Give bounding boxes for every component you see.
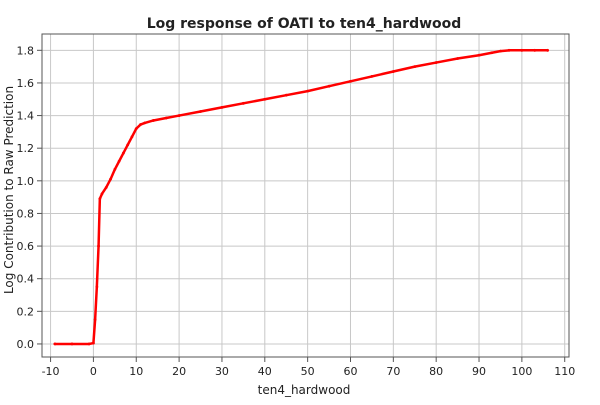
data-point bbox=[220, 106, 224, 109]
data-point bbox=[117, 159, 121, 163]
y-tick-label: 1.2 bbox=[17, 142, 35, 155]
x-tick-label: 0 bbox=[90, 365, 97, 378]
y-tick-label: 0.6 bbox=[17, 240, 35, 253]
y-tick-label: 1.8 bbox=[17, 44, 35, 57]
data-point bbox=[546, 48, 549, 52]
data-point bbox=[370, 75, 374, 78]
data-point bbox=[104, 185, 108, 189]
chart-title: Log response of OATI to ten4_hardwood bbox=[147, 16, 462, 32]
data-point bbox=[130, 135, 134, 139]
y-tick-label: 1.6 bbox=[17, 77, 35, 90]
x-tick-label: 50 bbox=[301, 365, 315, 378]
data-point bbox=[113, 167, 117, 171]
data-point bbox=[139, 123, 142, 126]
data-point bbox=[95, 285, 99, 289]
data-point bbox=[434, 61, 438, 64]
data-point bbox=[477, 53, 481, 57]
x-tick-label: 100 bbox=[511, 365, 532, 378]
data-point bbox=[164, 116, 168, 120]
data-point bbox=[92, 341, 95, 345]
data-point bbox=[413, 65, 417, 69]
plot-frame bbox=[41, 33, 570, 358]
data-point bbox=[199, 110, 202, 113]
x-axis-title: ten4_hardwood bbox=[258, 383, 351, 397]
x-tick-label: 30 bbox=[215, 365, 229, 378]
x-tick-label: 40 bbox=[258, 365, 272, 378]
series-layer bbox=[53, 48, 549, 346]
data-point bbox=[97, 244, 100, 248]
data-point bbox=[177, 114, 181, 117]
y-tick-label: 0.2 bbox=[17, 305, 35, 318]
data-point bbox=[533, 48, 537, 52]
x-tick-label: 10 bbox=[129, 365, 143, 378]
x-tick-label: 110 bbox=[554, 365, 575, 378]
data-point bbox=[53, 342, 57, 346]
data-point bbox=[122, 151, 125, 155]
data-point bbox=[490, 51, 494, 55]
axis-ticks: -10 0 10 20 30 40 50 60 70 80 90 100 110 0.0 0.2 0.4 0.6… bbox=[17, 44, 576, 378]
data-point bbox=[98, 197, 102, 201]
data-point bbox=[70, 342, 74, 346]
data-point bbox=[87, 342, 91, 346]
y-tick-label: 1.4 bbox=[17, 110, 35, 123]
data-point bbox=[507, 48, 511, 52]
y-tick-label: 0.4 bbox=[17, 273, 35, 286]
data-point bbox=[151, 119, 155, 122]
data-point bbox=[100, 192, 104, 196]
x-tick-label: 90 bbox=[472, 365, 486, 378]
data-point bbox=[284, 93, 288, 97]
x-tick-label: 20 bbox=[172, 365, 186, 378]
data-point bbox=[143, 121, 147, 125]
y-axis-title: Log Contribution to Raw Prediction bbox=[2, 86, 16, 294]
data-point bbox=[349, 79, 352, 83]
data-point bbox=[134, 127, 138, 131]
x-tick-label: 80 bbox=[429, 365, 443, 378]
data-point bbox=[456, 57, 460, 60]
y-tick-label: 0.8 bbox=[17, 207, 35, 220]
data-point bbox=[306, 89, 310, 93]
x-tick-label: 70 bbox=[386, 365, 400, 378]
data-point bbox=[499, 49, 502, 53]
data-point bbox=[391, 70, 395, 73]
data-point bbox=[263, 97, 267, 101]
data-point bbox=[109, 177, 112, 181]
y-tick-label: 0.0 bbox=[17, 338, 35, 351]
y-tick-label: 1.0 bbox=[17, 175, 35, 188]
data-point bbox=[327, 84, 331, 88]
x-tick-label: -10 bbox=[42, 365, 60, 378]
data-point bbox=[520, 48, 524, 52]
series-line bbox=[54, 49, 548, 346]
data-point bbox=[241, 101, 245, 105]
data-point bbox=[126, 143, 130, 147]
x-tick-label: 60 bbox=[343, 365, 357, 378]
grid bbox=[42, 34, 569, 357]
data-point bbox=[93, 318, 97, 321]
